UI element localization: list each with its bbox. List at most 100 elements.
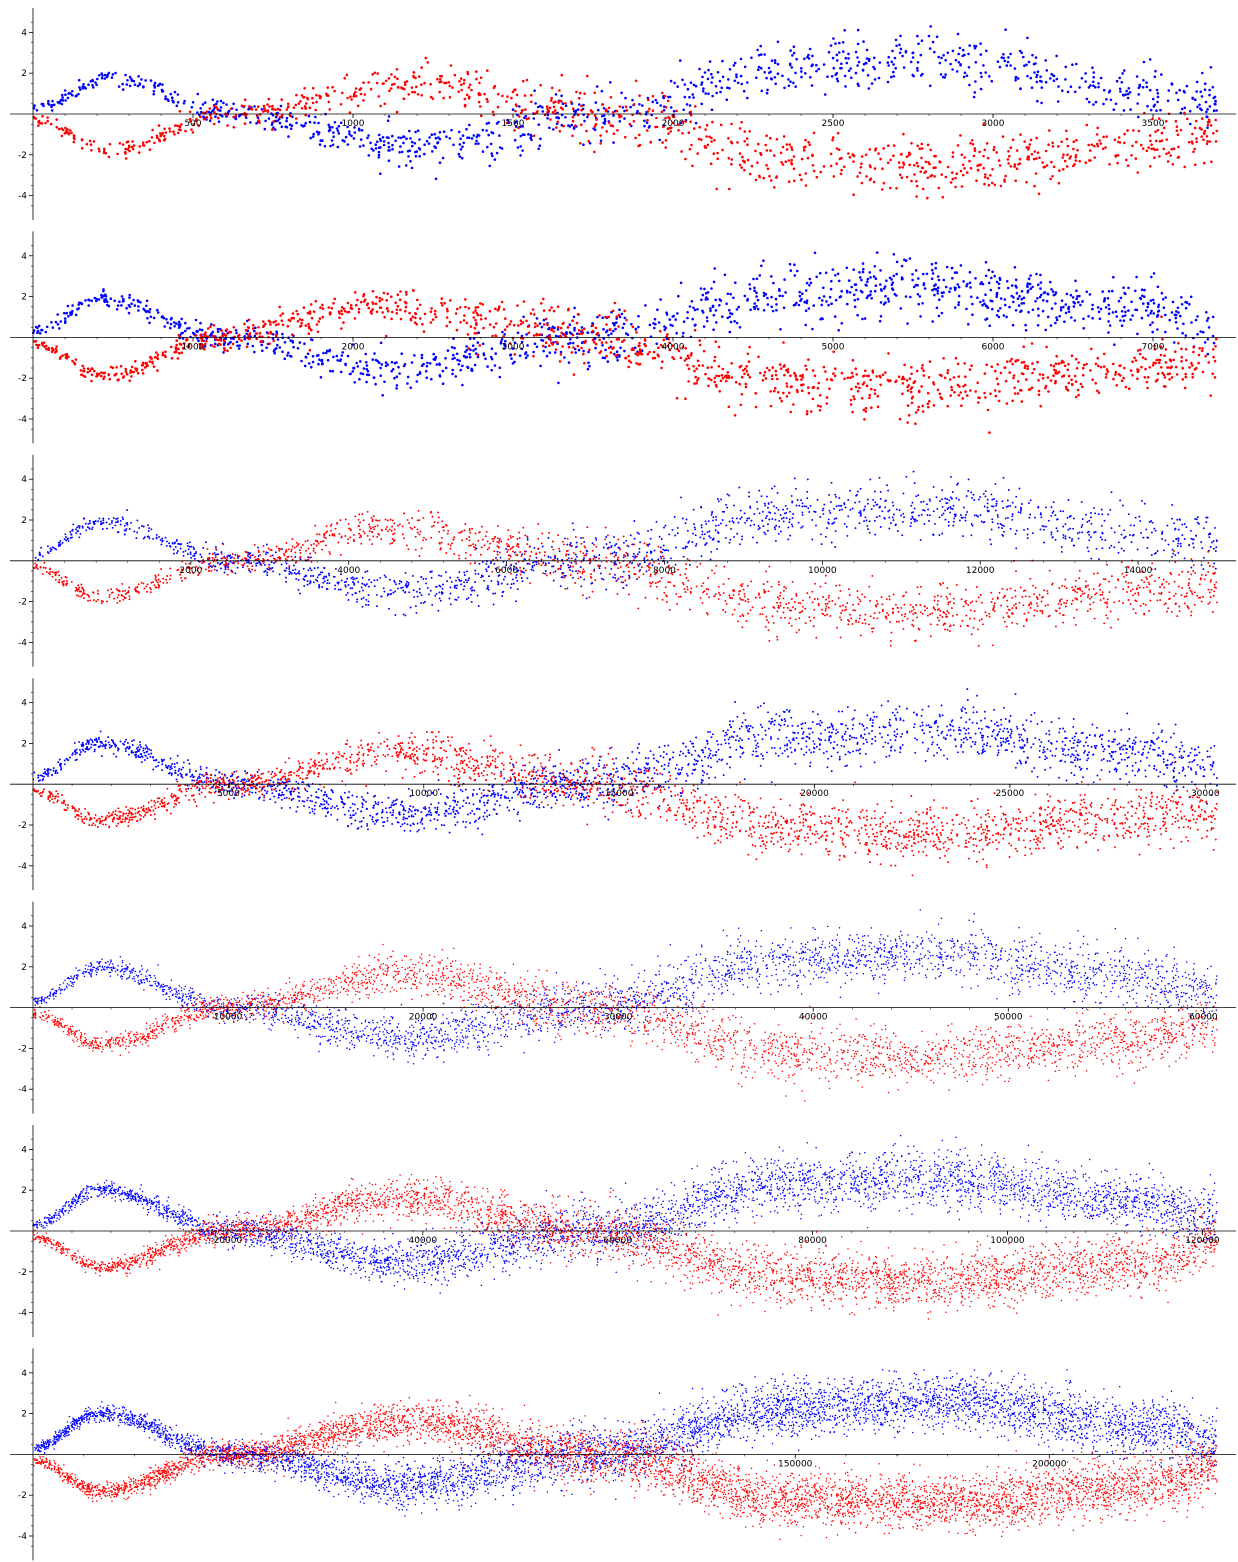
data-point bbox=[499, 376, 502, 379]
data-point bbox=[655, 117, 658, 120]
data-point bbox=[580, 105, 583, 108]
data-point bbox=[749, 376, 752, 379]
data-point bbox=[464, 98, 467, 101]
data-point bbox=[111, 522, 113, 524]
data-point bbox=[684, 158, 687, 161]
data-point bbox=[760, 265, 763, 268]
data-point bbox=[124, 74, 127, 77]
data-point bbox=[1214, 100, 1217, 103]
data-point bbox=[713, 381, 716, 384]
data-point bbox=[1209, 140, 1212, 143]
data-point bbox=[926, 273, 929, 276]
data-point bbox=[220, 329, 223, 332]
data-point bbox=[549, 339, 552, 342]
data-point bbox=[740, 404, 743, 407]
data-point bbox=[605, 341, 608, 344]
data-point bbox=[666, 333, 669, 336]
data-point bbox=[267, 110, 270, 113]
x-tick-label: 500 bbox=[184, 119, 201, 129]
data-point bbox=[793, 263, 796, 266]
data-point bbox=[153, 142, 156, 145]
data-point bbox=[962, 49, 965, 52]
data-point bbox=[199, 115, 202, 118]
data-point bbox=[965, 285, 968, 288]
data-point bbox=[236, 341, 239, 344]
data-point bbox=[624, 357, 627, 360]
data-point bbox=[902, 161, 905, 164]
data-point bbox=[536, 557, 538, 559]
data-point bbox=[542, 345, 545, 348]
data-point bbox=[668, 533, 670, 535]
data-point bbox=[1075, 63, 1078, 66]
data-point bbox=[952, 178, 955, 181]
data-point bbox=[927, 406, 930, 409]
data-point bbox=[687, 380, 690, 383]
data-point bbox=[339, 360, 342, 363]
data-point bbox=[379, 367, 382, 370]
data-point bbox=[1110, 99, 1113, 102]
data-point bbox=[927, 144, 930, 147]
data-point bbox=[823, 295, 826, 298]
data-point bbox=[1092, 103, 1095, 106]
data-point bbox=[473, 316, 476, 319]
data-point bbox=[968, 84, 971, 87]
data-point bbox=[698, 364, 701, 367]
data-point bbox=[583, 362, 586, 365]
data-point bbox=[1057, 362, 1060, 365]
data-point bbox=[978, 397, 981, 400]
data-point bbox=[498, 305, 501, 308]
data-point bbox=[758, 175, 761, 178]
data-point bbox=[939, 500, 941, 502]
data-point bbox=[753, 302, 756, 305]
data-point bbox=[1084, 80, 1087, 83]
data-point bbox=[694, 105, 697, 108]
data-point bbox=[474, 364, 477, 367]
data-point bbox=[832, 136, 835, 139]
data-point bbox=[1204, 130, 1207, 133]
data-point bbox=[189, 541, 191, 543]
data-point bbox=[1082, 367, 1085, 370]
data-point bbox=[800, 384, 803, 387]
data-point bbox=[1055, 291, 1058, 294]
data-point bbox=[661, 141, 664, 144]
data-point bbox=[1031, 153, 1034, 156]
data-point bbox=[293, 106, 296, 109]
data-point bbox=[1088, 534, 1090, 536]
data-point bbox=[207, 327, 210, 330]
data-point bbox=[786, 385, 789, 388]
data-point bbox=[1050, 324, 1053, 327]
data-point bbox=[656, 126, 659, 129]
data-point bbox=[486, 100, 489, 103]
data-point bbox=[290, 317, 293, 320]
data-point bbox=[449, 96, 452, 99]
data-point bbox=[350, 98, 353, 101]
data-point bbox=[774, 61, 777, 64]
data-point bbox=[806, 282, 809, 285]
data-point bbox=[534, 322, 537, 325]
data-point bbox=[911, 273, 914, 276]
data-point bbox=[70, 132, 73, 135]
data-point bbox=[1007, 56, 1010, 59]
data-point bbox=[766, 92, 769, 95]
data-point bbox=[1105, 373, 1108, 376]
data-point bbox=[404, 81, 407, 84]
data-point bbox=[1198, 104, 1201, 107]
data-point bbox=[598, 314, 601, 317]
data-point bbox=[560, 95, 563, 98]
data-point bbox=[908, 154, 911, 157]
data-point bbox=[792, 513, 794, 515]
data-point bbox=[865, 154, 868, 157]
data-point bbox=[737, 82, 740, 85]
data-point bbox=[411, 141, 414, 144]
data-point bbox=[520, 319, 523, 322]
data-point bbox=[332, 131, 335, 134]
data-point bbox=[255, 332, 258, 335]
data-point bbox=[313, 310, 316, 313]
data-point bbox=[431, 133, 434, 136]
data-point bbox=[857, 84, 860, 87]
data-point bbox=[519, 145, 522, 148]
data-point bbox=[826, 396, 829, 399]
data-point bbox=[104, 293, 107, 296]
data-point bbox=[580, 537, 582, 539]
data-point bbox=[789, 49, 792, 52]
